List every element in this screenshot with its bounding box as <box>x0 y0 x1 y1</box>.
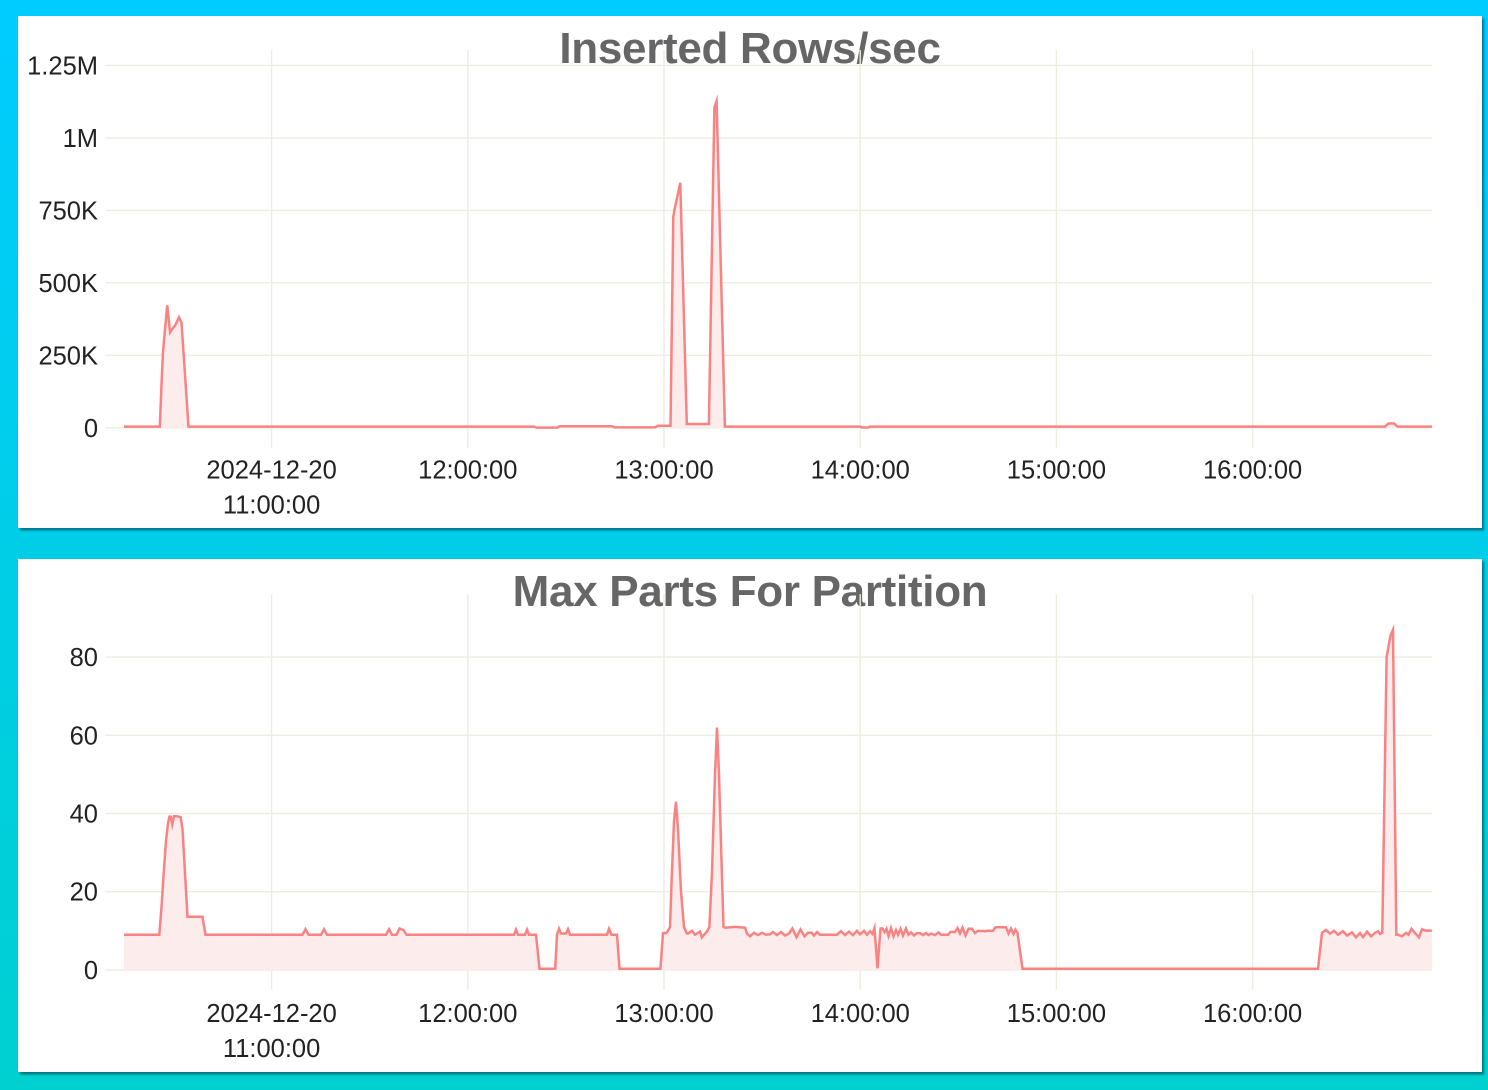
svg-text:0: 0 <box>84 957 98 985</box>
svg-text:11:00:00: 11:00:00 <box>223 1035 320 1063</box>
svg-text:500K: 500K <box>38 270 98 298</box>
svg-text:80: 80 <box>70 644 98 672</box>
svg-text:12:00:00: 12:00:00 <box>418 457 517 485</box>
svg-text:750K: 750K <box>38 197 98 225</box>
svg-text:16:00:00: 16:00:00 <box>1203 457 1302 485</box>
svg-text:15:00:00: 15:00:00 <box>1007 1000 1106 1028</box>
svg-text:0: 0 <box>84 415 98 443</box>
svg-text:12:00:00: 12:00:00 <box>418 1000 517 1028</box>
svg-text:1M: 1M <box>63 125 98 153</box>
svg-text:13:00:00: 13:00:00 <box>614 457 713 485</box>
svg-text:250K: 250K <box>38 342 98 370</box>
svg-text:40: 40 <box>70 801 98 829</box>
svg-text:20: 20 <box>70 879 98 907</box>
svg-text:16:00:00: 16:00:00 <box>1203 1000 1302 1028</box>
svg-text:2024-12-20: 2024-12-20 <box>206 1000 336 1028</box>
svg-text:14:00:00: 14:00:00 <box>811 1000 910 1028</box>
svg-text:2024-12-20: 2024-12-20 <box>206 457 336 485</box>
svg-text:13:00:00: 13:00:00 <box>614 1000 713 1028</box>
svg-text:60: 60 <box>70 722 98 750</box>
svg-text:15:00:00: 15:00:00 <box>1007 457 1106 485</box>
svg-text:14:00:00: 14:00:00 <box>811 457 910 485</box>
svg-text:11:00:00: 11:00:00 <box>223 492 320 520</box>
svg-text:1.25M: 1.25M <box>27 52 98 80</box>
